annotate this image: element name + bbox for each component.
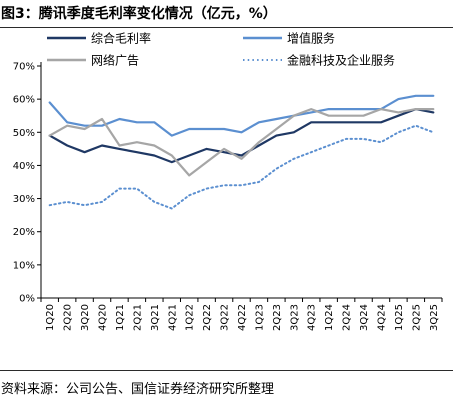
x-tick-label: 1Q20 xyxy=(45,304,56,331)
x-tick-label: 4Q20 xyxy=(98,304,109,331)
y-tick-label: 20% xyxy=(13,227,35,238)
x-tick-label: 3Q23 xyxy=(289,304,300,331)
y-tick-label: 10% xyxy=(13,260,35,271)
series-lines xyxy=(48,94,435,210)
x-tick-label: 1Q25 xyxy=(394,304,405,331)
series-line-1 xyxy=(48,107,435,164)
x-tick-label: 1Q23 xyxy=(254,304,265,331)
x-tick-label: 2Q24 xyxy=(342,304,353,331)
x-tick-label: 2Q21 xyxy=(132,304,143,331)
bottom-rule xyxy=(0,370,453,371)
chart-axes xyxy=(40,62,442,299)
y-tick-label: 30% xyxy=(13,194,35,205)
x-tick-label: 3Q22 xyxy=(220,304,231,331)
x-tick-label: 4Q22 xyxy=(237,304,248,331)
series-line-3 xyxy=(48,107,435,177)
y-tick-label: 60% xyxy=(13,95,35,106)
x-tick-label: 4Q23 xyxy=(307,304,318,331)
x-tick-label: 3Q25 xyxy=(429,304,440,331)
x-tick-label: 2Q23 xyxy=(272,304,283,331)
y-tick-label: 40% xyxy=(13,161,35,172)
legend-label: 网络广告 xyxy=(91,53,139,68)
source-note: 资料来源：公司公告、国信证券经济研究所整理 xyxy=(1,382,275,397)
x-tick-label: 4Q24 xyxy=(376,304,387,331)
y-tick-label: 70% xyxy=(13,62,35,73)
y-tick-label: 0% xyxy=(19,294,35,305)
series-line-2 xyxy=(48,94,435,137)
top-rule xyxy=(0,27,453,28)
x-tick-label: 3Q21 xyxy=(150,304,161,331)
x-tick-label: 1Q24 xyxy=(324,304,335,331)
legend-label: 金融科技及企业服务 xyxy=(287,53,395,68)
x-tick-label: 4Q21 xyxy=(167,304,178,331)
chart-title: 图3：腾讯季度毛利率变化情况（亿元，%） xyxy=(1,6,277,22)
y-axis-ticks: 0% 10% 20% 30% 40% 50% 60% 70% xyxy=(13,62,41,305)
x-tick-label: 2Q25 xyxy=(411,304,422,331)
x-tick-label: 1Q22 xyxy=(185,304,196,331)
x-tick-label: 2Q20 xyxy=(63,304,74,331)
legend-label: 增值服务 xyxy=(287,31,335,46)
legend-label: 综合毛利率 xyxy=(91,31,151,46)
x-tick-label: 3Q20 xyxy=(80,304,91,331)
x-tick-label: 3Q24 xyxy=(359,304,370,331)
series-line-4 xyxy=(48,124,435,210)
x-axis-ticks: 1Q20 2Q20 3Q20 4Q20 1Q21 2Q21 3Q21 4Q21 1Q22 2Q22… xyxy=(40,298,443,331)
line-chart: 0% 10% 20% 30% 40% 50% 60% 70% 1Q20 2Q20 3Q20 4Q20… xyxy=(13,31,443,331)
x-tick-label: 1Q21 xyxy=(115,304,126,331)
x-tick-label: 2Q22 xyxy=(202,304,213,331)
y-tick-label: 50% xyxy=(13,128,35,139)
